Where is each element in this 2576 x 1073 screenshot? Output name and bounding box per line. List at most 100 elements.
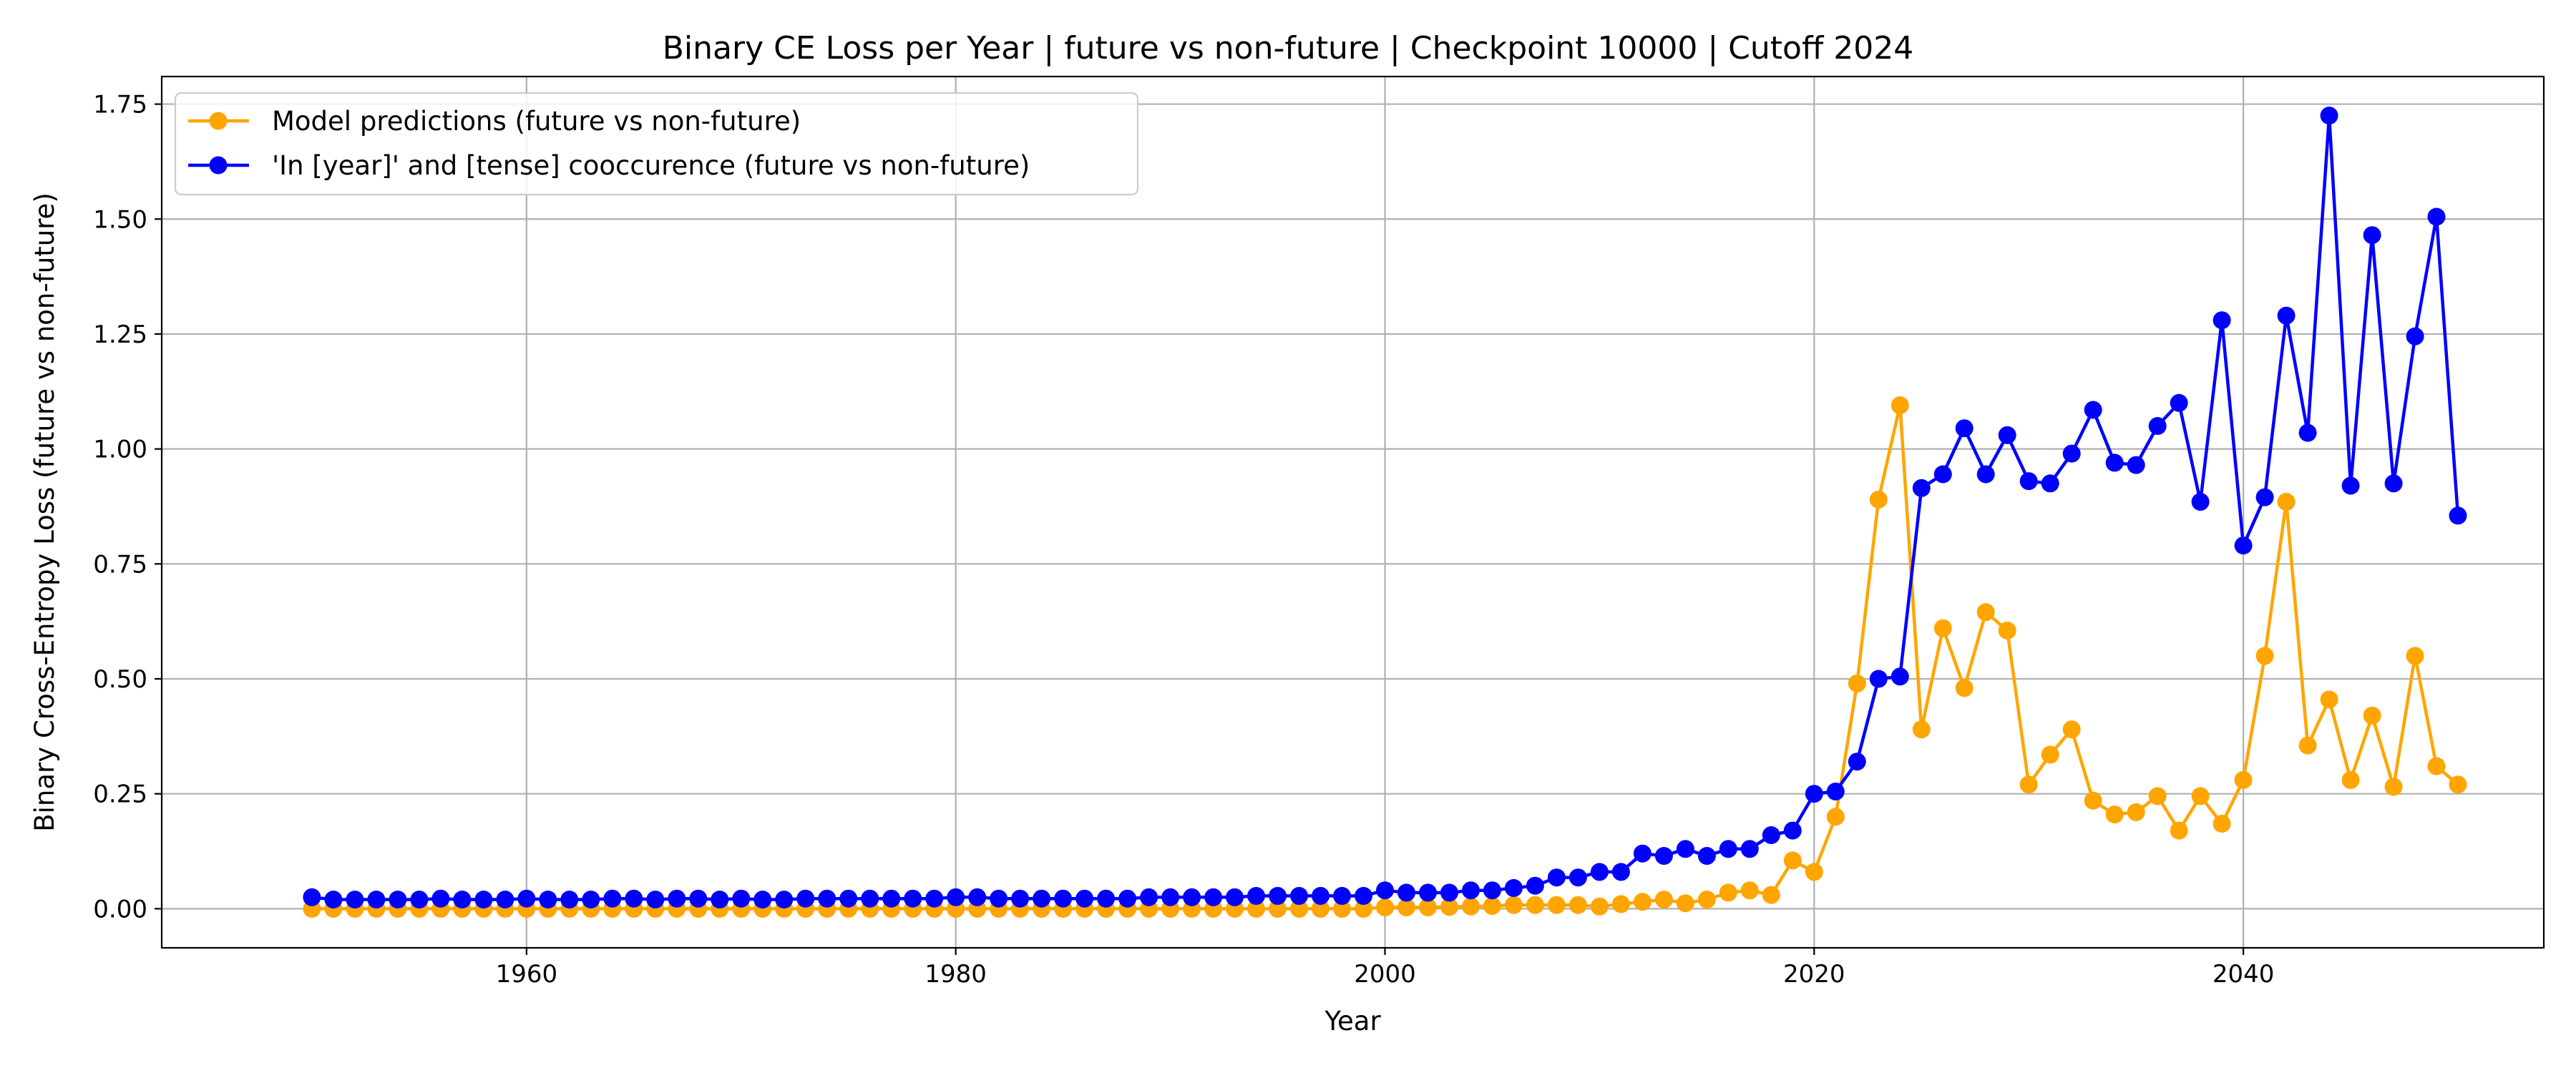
y-tick-label: 1.50 (93, 205, 147, 234)
data-point (2084, 401, 2102, 419)
data-point (2298, 423, 2317, 442)
data-point (1376, 881, 1394, 900)
chart-title: Binary CE Loss per Year | future vs non-… (663, 30, 1914, 67)
data-point (2363, 706, 2381, 725)
data-point (1118, 889, 1137, 908)
data-point (732, 889, 751, 908)
data-point (1033, 889, 1051, 908)
data-point (2277, 306, 2296, 325)
data-point (1826, 783, 1845, 800)
data-point (1269, 899, 1287, 918)
data-point (1504, 878, 1523, 897)
data-point (1976, 465, 1995, 484)
data-point (1011, 889, 1030, 908)
data-point (1526, 896, 1544, 914)
data-point (2105, 805, 2124, 824)
data-point (1526, 876, 1544, 895)
data-point (2127, 803, 2145, 821)
y-tick-label: 1.75 (93, 91, 147, 119)
y-tick-label: 0.25 (93, 780, 147, 809)
legend: Model predictions (future vs non-future)… (174, 92, 1139, 196)
data-point (925, 889, 944, 908)
data-point (1226, 888, 1244, 906)
data-point (2041, 745, 2059, 764)
data-point (1440, 883, 1458, 902)
data-point (1161, 888, 1180, 906)
data-point (753, 891, 772, 908)
data-point (1483, 881, 1501, 900)
data-point (539, 891, 557, 908)
data-point (1805, 863, 1823, 881)
data-point (1826, 808, 1845, 826)
data-point (2341, 476, 2360, 495)
data-point (882, 889, 901, 908)
data-point (1955, 419, 1974, 438)
data-point (2170, 393, 2188, 412)
data-point (1269, 886, 1287, 905)
data-point (1912, 720, 1931, 739)
data-point (796, 889, 815, 908)
legend-marker (209, 156, 228, 175)
grid-lines (162, 77, 2544, 948)
data-point (1654, 891, 1673, 908)
data-point (1633, 844, 1652, 863)
data-point (2406, 327, 2424, 346)
data-point (367, 891, 386, 908)
data-point (346, 891, 364, 908)
data-point (2255, 488, 2274, 506)
data-point (1312, 899, 1330, 918)
data-point (1397, 883, 1415, 902)
data-point (1783, 851, 1802, 870)
data-point (1483, 897, 1501, 915)
data-point (1869, 490, 1888, 509)
data-point (1462, 881, 1480, 900)
data-point (1140, 888, 1158, 906)
data-point (2062, 720, 2081, 739)
data-point (1054, 889, 1073, 908)
series-markers (303, 107, 2467, 918)
y-axis-label: Binary Cross-Entropy Loss (future vs non… (29, 192, 60, 832)
data-point (2191, 787, 2210, 805)
x-tick-label: 2040 (2212, 960, 2275, 989)
data-point (1890, 667, 1909, 686)
x-tick-label: 2020 (1783, 960, 1845, 989)
data-point (990, 889, 1008, 908)
data-point (2255, 647, 2274, 665)
data-point (1998, 622, 2016, 640)
y-tick-label: 1.25 (93, 320, 147, 349)
data-point (1719, 840, 1737, 858)
data-point (1290, 886, 1308, 905)
y-tick-label: 0.75 (93, 550, 147, 579)
data-point (496, 891, 514, 908)
data-point (1848, 674, 1866, 692)
x-tick-label: 1980 (924, 960, 987, 989)
data-point (1762, 886, 1780, 904)
data-point (603, 889, 622, 908)
data-point (1676, 840, 1694, 858)
data-point (1568, 868, 1587, 887)
data-point (1247, 886, 1265, 905)
data-point (1462, 897, 1480, 916)
data-point (2148, 417, 2167, 435)
data-point (775, 891, 794, 908)
data-point (2127, 456, 2145, 474)
legend-label: Model predictions (future vs non-future) (272, 106, 801, 137)
data-point (1740, 881, 1759, 900)
data-point (517, 889, 536, 908)
data-point (1611, 863, 1630, 881)
data-point (2212, 815, 2231, 833)
data-point (2449, 775, 2467, 794)
data-point (1933, 619, 1952, 637)
data-point (1097, 889, 1116, 908)
data-point (668, 889, 686, 908)
data-point (2427, 207, 2446, 226)
data-point (1633, 893, 1652, 911)
data-point (1333, 899, 1351, 918)
data-point (1697, 891, 1716, 908)
legend-label: 'In [year]' and [tense] cooccurence (fut… (272, 150, 1030, 181)
data-point (1204, 888, 1223, 906)
data-point (1419, 883, 1437, 902)
data-point (1719, 883, 1737, 902)
y-tick-label: 0.00 (93, 895, 147, 923)
